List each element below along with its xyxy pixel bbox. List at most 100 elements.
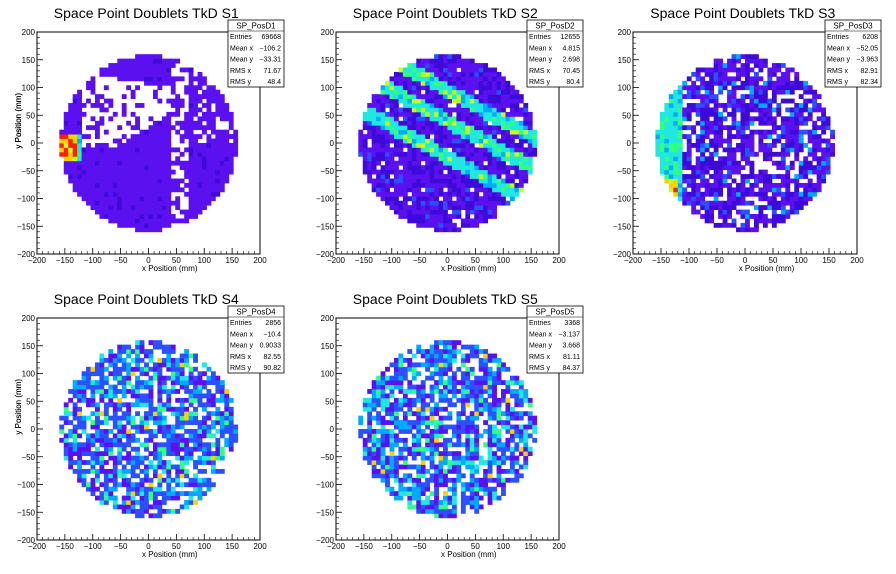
histogram-bin: [727, 151, 732, 157]
histogram-bin: [68, 129, 74, 135]
histogram-bin: [188, 482, 194, 488]
histogram-bin: [456, 411, 462, 417]
histogram-bin: [465, 107, 471, 113]
histogram-bin: [771, 125, 777, 131]
histogram-bin: [727, 156, 732, 162]
histogram-bin: [505, 134, 511, 139]
histogram-bin: [148, 205, 154, 210]
histogram-bin: [767, 120, 773, 126]
histogram-bin: [376, 437, 381, 443]
histogram-bin: [527, 120, 533, 126]
histogram-bin: [117, 504, 123, 510]
histogram-bin: [718, 205, 723, 210]
histogram-bin: [139, 357, 145, 363]
histogram-bin: [803, 129, 809, 135]
histogram-bin: [380, 143, 386, 148]
histogram-bin: [117, 138, 123, 144]
histogram-bin: [438, 143, 444, 148]
histogram-bin: [451, 482, 457, 488]
histogram-bin: [478, 160, 484, 166]
histogram-bin: [425, 85, 431, 91]
histogram-bin: [184, 362, 190, 368]
histogram-bin: [509, 187, 515, 193]
histogram-bin: [393, 437, 399, 443]
histogram-bin: [664, 178, 670, 184]
histogram-bin: [367, 446, 373, 452]
histogram-bin: [416, 169, 422, 175]
histogram-bin: [438, 406, 444, 412]
histogram-bin: [505, 151, 511, 157]
histogram-bin: [139, 500, 145, 505]
histogram-bin: [63, 411, 69, 417]
histogram-bin: [367, 156, 373, 162]
histogram-bin: [469, 125, 475, 131]
histogram-bin: [219, 143, 225, 148]
histogram-bin: [483, 147, 489, 153]
histogram-bin: [762, 187, 768, 193]
histogram-bin: [509, 156, 515, 162]
histogram-bin: [135, 491, 140, 496]
histogram-bin: [126, 477, 132, 483]
histogram-bin: [72, 143, 78, 148]
histogram-bin: [460, 85, 466, 91]
histogram-bin: [193, 160, 198, 166]
y-tick-label: −200: [17, 536, 36, 545]
histogram-bin: [380, 393, 386, 399]
histogram-bin: [411, 200, 417, 206]
histogram-bin: [745, 80, 750, 86]
histogram-bin: [798, 94, 804, 99]
histogram-bin: [487, 98, 493, 104]
histogram-bin: [398, 371, 404, 377]
histogram-bin: [77, 455, 82, 461]
histogram-bin: [429, 120, 435, 126]
histogram-bin: [411, 433, 417, 439]
histogram-bin: [117, 76, 123, 82]
histogram-bin: [77, 424, 82, 430]
histogram-bin: [794, 103, 800, 108]
histogram-bin: [682, 200, 688, 206]
histogram-bin: [398, 482, 404, 488]
histogram-bin: [121, 214, 127, 219]
histogram-bin: [152, 160, 158, 166]
histogram-bin: [771, 143, 777, 148]
histogram-bin: [90, 411, 96, 417]
histogram-bin: [135, 169, 140, 175]
histogram-bin: [184, 473, 190, 479]
histogram-bin: [108, 174, 114, 179]
histogram-bin: [411, 169, 417, 175]
histogram-bin: [438, 227, 444, 233]
histogram-bin: [762, 147, 768, 153]
histogram-bin: [68, 420, 74, 425]
histogram-bin: [407, 446, 413, 452]
histogram-bin: [121, 389, 127, 394]
histogram-bin: [416, 420, 422, 425]
y-tick-label: 50: [26, 397, 35, 406]
histogram-bin: [193, 94, 198, 99]
histogram-bin: [438, 218, 444, 224]
histogram-bin: [425, 437, 431, 443]
histogram-bin: [438, 178, 444, 184]
histogram-bin: [691, 205, 697, 210]
histogram-bin: [659, 151, 665, 157]
histogram-bin: [385, 437, 390, 443]
histogram-bin: [188, 491, 194, 496]
histogram-bin: [197, 178, 203, 184]
histogram-bin: [202, 165, 207, 171]
histogram-bin: [179, 76, 185, 82]
histogram-bin: [668, 94, 674, 99]
histogram-bin: [659, 116, 665, 122]
histogram-bin: [434, 134, 439, 139]
x-tick-label: −50: [413, 256, 427, 265]
histogram-bin: [179, 442, 185, 448]
histogram-bin: [416, 406, 422, 412]
histogram-bin: [460, 125, 466, 131]
histogram-bin: [170, 169, 176, 175]
histogram-bin: [103, 107, 109, 113]
histogram-bin: [438, 151, 444, 157]
histogram-bin: [509, 85, 515, 91]
histogram-bin: [389, 486, 395, 492]
histogram-bin: [393, 491, 399, 496]
histogram-bin: [483, 143, 489, 148]
histogram-bin: [126, 389, 132, 394]
histogram-bin: [112, 371, 118, 377]
